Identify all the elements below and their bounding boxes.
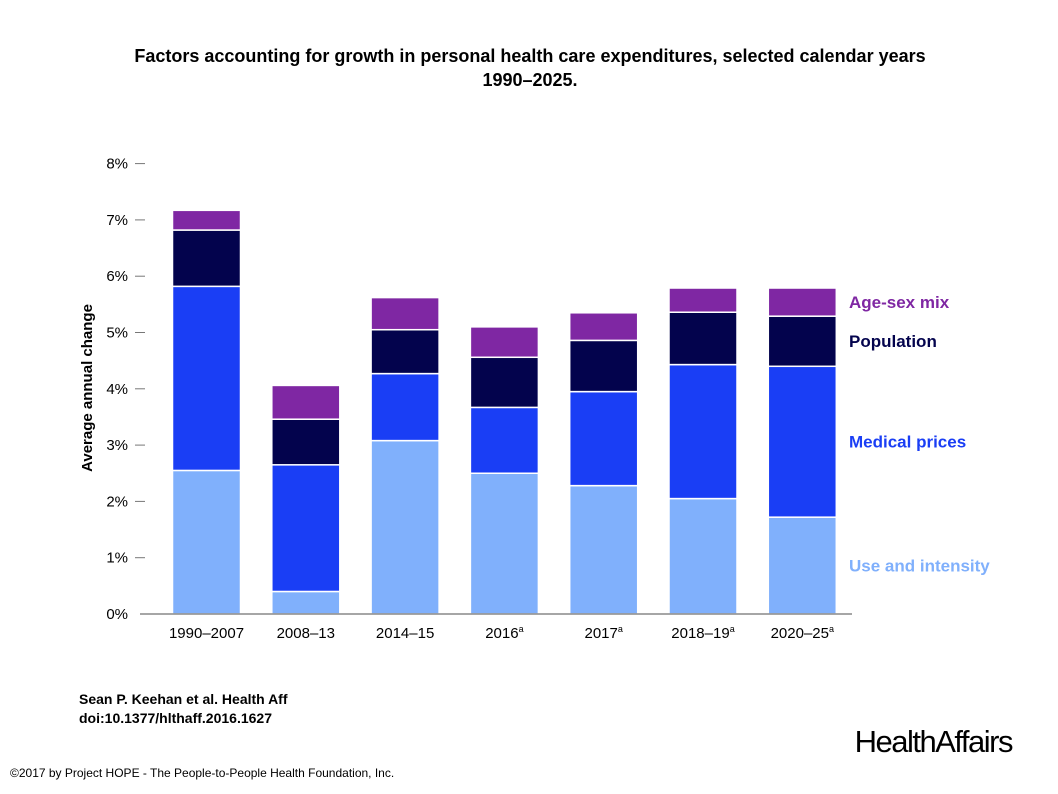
bar-segment-population: [767, 315, 838, 368]
chart-title: Factors accounting for growth in persona…: [40, 44, 1020, 92]
x-tick-superscript: a: [618, 624, 623, 634]
y-tick-label: 3%: [106, 437, 128, 454]
bar-segment-medical-prices: [668, 363, 738, 500]
health-affairs-logo: HealthAffairs: [854, 724, 1014, 759]
y-axis-title: Average annual change: [79, 304, 96, 472]
x-tick-label: 1990–2007: [169, 625, 244, 642]
citation: Sean P. Keehan et al. Health Aff doi:10.…: [79, 690, 288, 728]
x-tick-superscript: a: [730, 624, 735, 634]
y-tick-label: 4%: [106, 381, 128, 398]
y-tick-label: 6%: [106, 268, 128, 285]
x-tick-superscript: a: [519, 624, 524, 634]
bar-segment-use-and-intensity: [668, 497, 738, 615]
chart-title-line1: Factors accounting for growth in persona…: [134, 46, 926, 66]
y-tick-label: 1%: [106, 550, 128, 567]
bar-segment-medical-prices: [469, 406, 540, 474]
bar-segment-medical-prices: [171, 285, 242, 472]
bar-segment-medical-prices: [271, 464, 341, 593]
legend-entry: Use and intensity: [849, 557, 990, 576]
bar-segment-population: [668, 311, 738, 366]
y-tick-label: 8%: [106, 156, 128, 173]
y-tick-label: 7%: [106, 212, 128, 229]
legend-entry: Population: [849, 332, 937, 351]
legend-entry: Medical prices: [849, 433, 966, 452]
legend-entry: Age-sex mix: [849, 293, 950, 312]
y-tick-label: 2%: [106, 493, 128, 510]
bar-segment-age-sex-mix: [767, 287, 838, 317]
bar-segment-medical-prices: [767, 365, 838, 518]
bar-segment-age-sex-mix: [469, 326, 540, 359]
copyright-notice: ©2017 by Project HOPE - The People-to-Pe…: [10, 766, 395, 780]
bar-segment-age-sex-mix: [271, 384, 341, 420]
bar-segment-use-and-intensity: [469, 472, 540, 615]
bar-segment-medical-prices: [370, 372, 440, 442]
bar-segment-population: [370, 328, 440, 375]
x-tick-label: 2008–13: [277, 625, 335, 642]
x-tick-label: 2020–25a: [771, 624, 834, 642]
x-tick-label: 2014–15: [376, 625, 434, 642]
chart-title-line2: 1990–2025.: [482, 70, 578, 90]
bar-segment-population: [568, 339, 639, 393]
x-tick-label: 2018–19a: [671, 624, 734, 642]
bar-segment-age-sex-mix: [568, 312, 639, 342]
bar-segment-use-and-intensity: [767, 516, 838, 615]
bar-segment-use-and-intensity: [271, 590, 341, 615]
bar-segment-age-sex-mix: [370, 296, 440, 331]
x-tick-label: 2017a: [585, 624, 623, 642]
citation-author: Sean P. Keehan et al. Health Aff: [79, 691, 288, 707]
bar-segment-use-and-intensity: [568, 484, 639, 615]
y-tick-label: 0%: [106, 606, 128, 623]
x-tick-label: 2016a: [485, 624, 523, 642]
bar-segment-population: [271, 418, 341, 466]
bar-segment-use-and-intensity: [171, 469, 242, 615]
bar-segment-use-and-intensity: [370, 439, 440, 615]
y-tick-label: 5%: [106, 325, 128, 342]
citation-doi: doi:10.1377/hlthaff.2016.1627: [79, 710, 272, 726]
bar-segment-population: [469, 356, 540, 409]
bar-segment-age-sex-mix: [668, 287, 738, 313]
x-tick-superscript: a: [829, 624, 834, 634]
bar-segment-age-sex-mix: [171, 209, 242, 231]
bar-segment-population: [171, 229, 242, 288]
bar-segment-medical-prices: [568, 390, 639, 487]
